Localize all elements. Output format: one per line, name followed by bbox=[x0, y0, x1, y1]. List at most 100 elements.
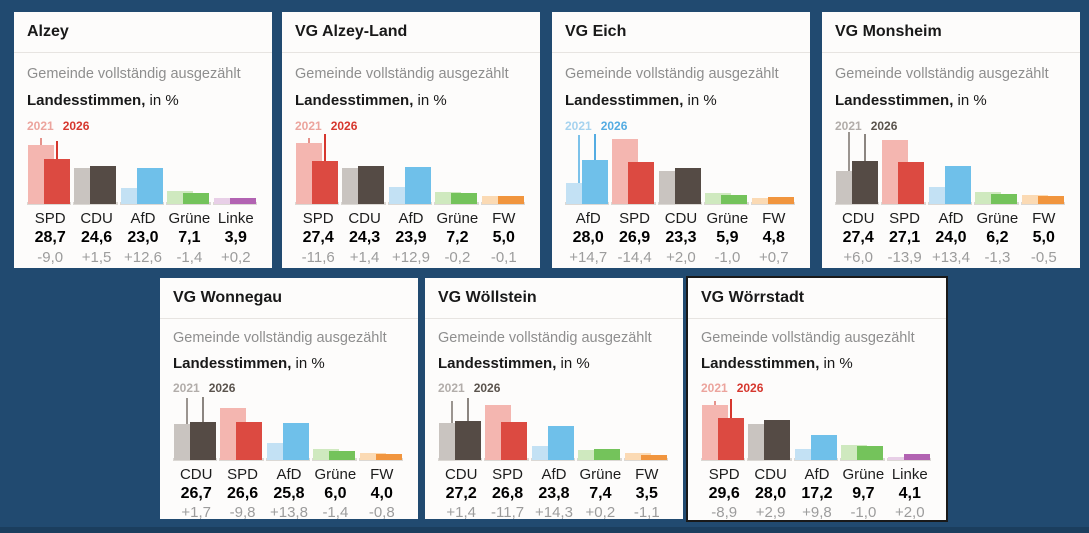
party-value: 3,9 bbox=[224, 229, 247, 246]
bar-2026 bbox=[497, 196, 524, 204]
bar-2021 bbox=[359, 453, 386, 460]
card-title: VG Alzey-Land bbox=[295, 23, 408, 40]
year-legend: 2021 2026 bbox=[14, 110, 272, 133]
party-label: SPD bbox=[302, 210, 334, 227]
bar-2026 bbox=[857, 446, 884, 460]
party-delta: -14,4 bbox=[617, 249, 652, 266]
bar-group bbox=[530, 395, 577, 461]
bar-2026 bbox=[764, 419, 791, 460]
municipality-card-vg-monsheim: VG Monsheim Gemeinde vollständig ausgezäh… bbox=[822, 12, 1080, 268]
title-divider bbox=[282, 52, 540, 53]
party-column-linke: Linke 4,1 +2,0 bbox=[886, 395, 933, 520]
party-delta: -0,2 bbox=[444, 249, 471, 266]
party-label: AfD bbox=[398, 210, 424, 227]
party-value: 28,7 bbox=[34, 229, 66, 246]
party-column-fw: FW 5,0 -0,5 bbox=[1020, 133, 1067, 267]
count-status: Gemeinde vollständig ausgezählt bbox=[27, 66, 241, 82]
party-value: 4,0 bbox=[370, 485, 393, 502]
party-delta: -0,5 bbox=[1030, 249, 1057, 266]
whisker-2026 bbox=[467, 398, 469, 421]
party-delta: -1,4 bbox=[322, 504, 349, 519]
metric-label-unit: in % bbox=[556, 355, 590, 372]
party-value: 7,1 bbox=[178, 229, 201, 246]
party-label: SPD bbox=[619, 210, 650, 227]
count-status: Gemeinde vollständig ausgezählt bbox=[835, 66, 1049, 82]
party-label: CDU bbox=[841, 210, 875, 227]
card-title: VG Eich bbox=[565, 23, 627, 40]
bar-2026 bbox=[236, 421, 263, 460]
party-column-spd: SPD 27,4 -11,6 bbox=[295, 133, 341, 267]
legend-year-2026: 2026 bbox=[330, 119, 358, 133]
party-label: CDU bbox=[444, 466, 478, 483]
party-label: CDU bbox=[348, 210, 381, 227]
municipality-card-vg-wonnegau: VG Wonnegau Gemeinde vollständig ausgezäh… bbox=[160, 278, 418, 519]
whisker-2021 bbox=[714, 400, 716, 405]
metric-label-bold: Landesstimmen, bbox=[565, 92, 684, 109]
year-legend: 2021 2026 bbox=[160, 373, 418, 395]
bar-2026 bbox=[628, 161, 655, 204]
bar-group bbox=[835, 132, 881, 205]
party-delta: -11,7 bbox=[491, 504, 525, 519]
bottom-strip bbox=[0, 527, 1089, 533]
party-delta: -1,0 bbox=[714, 249, 741, 266]
bar-2021 bbox=[705, 193, 732, 204]
bar-group bbox=[484, 395, 530, 461]
party-value: 6,2 bbox=[986, 229, 1009, 246]
party-label: SPD bbox=[708, 466, 740, 483]
party-column-fw: FW 4,8 +0,7 bbox=[750, 133, 797, 267]
legend-year-2021: 2021 bbox=[835, 119, 862, 133]
party-delta: +0,7 bbox=[758, 249, 789, 266]
metric-label-bold: Landesstimmen, bbox=[701, 355, 820, 372]
party-value: 9,7 bbox=[852, 485, 875, 502]
count-status: Gemeinde vollständig ausgezählt bbox=[295, 66, 509, 82]
party-delta: +14,3 bbox=[534, 504, 573, 519]
card-title: VG Wonnegau bbox=[173, 289, 283, 306]
metric-label-bold: Landesstimmen, bbox=[173, 355, 292, 372]
bar-2021 bbox=[975, 192, 1002, 204]
party-value: 24,0 bbox=[935, 229, 967, 246]
party-column-linke: Linke 3,9 +0,2 bbox=[212, 133, 259, 267]
year-legend: 2021 2026 bbox=[688, 373, 946, 395]
party-label: CDU bbox=[179, 466, 213, 483]
bar-2026 bbox=[282, 423, 309, 460]
bar-group bbox=[747, 395, 793, 461]
party-label: FW bbox=[492, 210, 516, 227]
bar-2026 bbox=[810, 435, 837, 460]
party-value: 27,4 bbox=[302, 229, 334, 246]
metric-label: Landesstimmen, in % bbox=[425, 347, 683, 373]
bar-2021 bbox=[435, 192, 462, 204]
party-column-fw: FW 4,0 -0,8 bbox=[358, 395, 405, 519]
legend-year-2026: 2026 bbox=[208, 381, 236, 395]
party-value: 26,9 bbox=[619, 229, 651, 246]
card-title: VG Wörrstadt bbox=[701, 289, 805, 306]
party-label: CDU bbox=[80, 210, 113, 227]
party-label: SPD bbox=[227, 466, 258, 483]
party-value: 24,6 bbox=[81, 229, 113, 246]
metric-label: Landesstimmen, in % bbox=[14, 83, 272, 110]
party-column-spd: SPD 28,7 -9,0 bbox=[27, 133, 73, 267]
count-status: Gemeinde vollständig ausgezählt bbox=[173, 330, 387, 346]
bar-2026 bbox=[674, 167, 701, 204]
bar-2021 bbox=[751, 197, 778, 204]
party-value: 7,2 bbox=[446, 229, 469, 246]
party-delta: -9,8 bbox=[229, 504, 256, 519]
party-column-fw: FW 3,5 -1,1 bbox=[623, 395, 670, 519]
party-label: AfD bbox=[804, 466, 830, 483]
party-column-spd: SPD 26,6 -9,8 bbox=[219, 395, 265, 519]
bar-group bbox=[793, 395, 840, 461]
title-divider bbox=[160, 318, 418, 319]
bar-group bbox=[750, 133, 797, 205]
party-value: 24,3 bbox=[349, 229, 381, 246]
whisker-2026 bbox=[864, 134, 866, 162]
party-value: 4,8 bbox=[762, 229, 785, 246]
metric-label: Landesstimmen, in % bbox=[552, 83, 810, 110]
bar-group bbox=[73, 133, 119, 205]
party-delta: +2,9 bbox=[755, 504, 786, 521]
bar-2026 bbox=[547, 425, 574, 460]
party-label: Grüne bbox=[436, 210, 479, 227]
bar-group bbox=[886, 395, 933, 461]
party-value: 23,0 bbox=[127, 229, 159, 246]
party-label: Linke bbox=[891, 466, 928, 483]
party-column-afd: AfD 25,8 +13,8 bbox=[265, 395, 312, 519]
bar-group bbox=[312, 395, 358, 461]
